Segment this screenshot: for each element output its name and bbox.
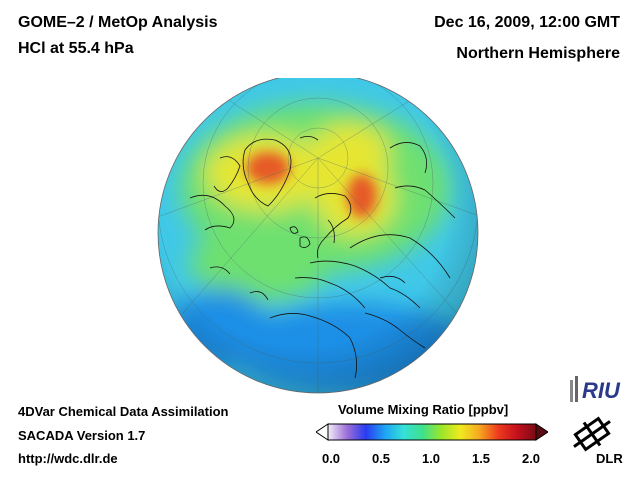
colorbar-tick: 2.0 [521,451,541,466]
colorbar-title: Volume Mixing Ratio [ppbv] [338,402,509,417]
source-url: http://wdc.dlr.de [18,451,118,466]
version-label: SACADA Version 1.7 [18,428,146,443]
dlr-logo: DLR [573,416,623,466]
analysis-datetime: Dec 16, 2009, 12:00 GMT [434,14,620,31]
globe-field [158,78,478,393]
map-title: GOME–2 / MetOp Analysis [18,14,218,31]
hemisphere-label: Northern Hemisphere [456,45,620,62]
colorbar-tick: 1.0 [421,451,441,466]
hemisphere-map [157,78,479,394]
colorbar [316,423,548,441]
riu-logo-text: RIU [582,378,621,403]
colorbar-max-arrow [535,423,548,441]
map-subtitle: HCl at 55.4 hPa [18,40,134,57]
colorbar-ramp [327,423,537,441]
method-label: 4DVar Chemical Data Assimilation [18,404,229,419]
colorbar-min-arrow [316,423,329,441]
dlr-logo-text: DLR [596,451,623,466]
colorbar-tick: 1.5 [471,451,491,466]
globe-outline [157,78,479,394]
colorbar-tick: 0.5 [371,451,391,466]
colorbar-tick: 0.0 [321,451,341,466]
riu-logo: RIU [570,376,621,403]
